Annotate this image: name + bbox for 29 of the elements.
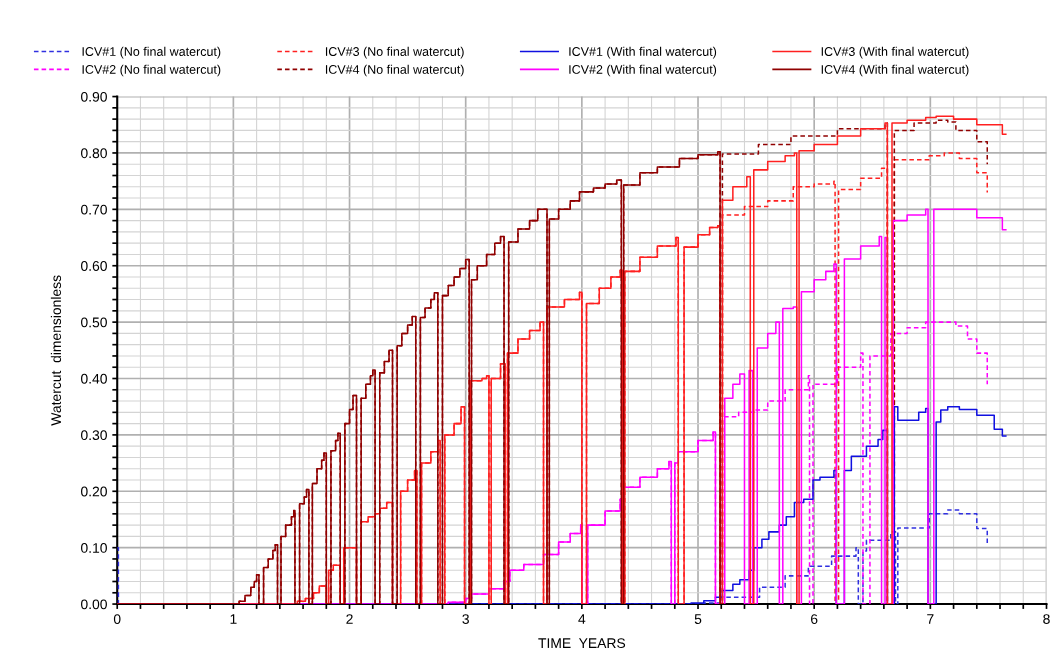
y-tick-label: 0.00 — [81, 599, 107, 610]
legend-label: ICV#2 (With final watercut) — [569, 64, 717, 77]
y-axis-title: Watercut dimensionless — [50, 275, 62, 426]
legend-label: ICV#3 (No final watercut) — [325, 46, 464, 59]
x-tick-label: 4 — [578, 614, 586, 624]
y-tick-label: 0.20 — [81, 486, 107, 497]
y-tick-label: 0.70 — [81, 204, 107, 215]
x-tick-label: 3 — [462, 614, 469, 624]
legend-label: ICV#2 (No final watercut) — [82, 64, 221, 77]
y-tick-label: 0.40 — [81, 373, 107, 384]
x-tick-label: 8 — [1043, 614, 1050, 624]
y-tick-label: 0.30 — [81, 430, 107, 441]
x-tick-label: 0 — [113, 614, 121, 624]
x-tick-label: 2 — [346, 614, 353, 624]
legend-label: ICV#3 (With final watercut) — [821, 46, 969, 59]
legend-label: ICV#1 (No final watercut) — [82, 46, 221, 59]
x-axis-title: TIME YEARS — [538, 638, 626, 649]
y-tick-label: 0.60 — [81, 261, 107, 271]
y-tick-label: 0.90 — [81, 91, 107, 102]
x-tick-label: 5 — [694, 614, 702, 624]
legend-label: ICV#4 (No final watercut) — [325, 64, 464, 77]
legend-label: ICV#1 (With final watercut) — [569, 46, 717, 59]
y-tick-label: 0.50 — [81, 317, 107, 328]
legend-label: ICV#4 (With final watercut) — [821, 64, 969, 77]
y-tick-label: 0.10 — [81, 543, 107, 553]
y-tick-label: 0.80 — [81, 148, 107, 159]
x-tick-label: 1 — [230, 614, 237, 624]
x-tick-label: 6 — [811, 614, 818, 624]
x-tick-label: 7 — [927, 614, 934, 624]
